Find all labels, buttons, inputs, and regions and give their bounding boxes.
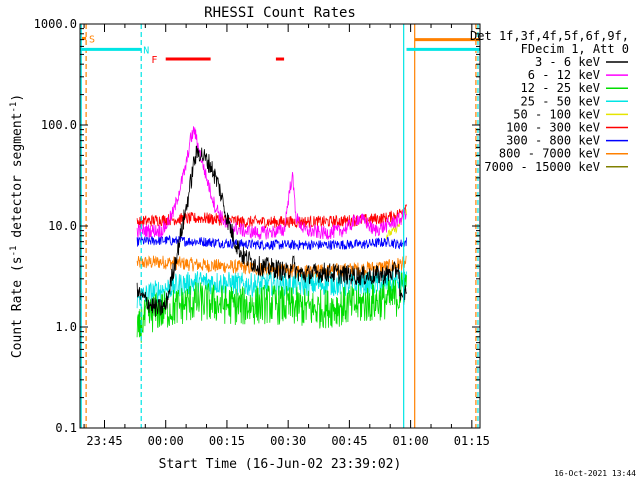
chart-title: RHESSI Count Rates xyxy=(204,5,356,21)
y-tick-label: 1.0 xyxy=(55,320,77,334)
series-line-3-6-kev xyxy=(136,145,407,317)
y-tick-label: 0.1 xyxy=(55,421,77,435)
legend-label-2: 12 - 25 keV xyxy=(521,81,600,95)
flag-label-s: S xyxy=(89,34,95,45)
flag-label-f: F xyxy=(151,55,157,66)
legend-header-detectors: Det 1f,3f,4f,5f,6f,9f, xyxy=(470,29,629,43)
x-tick-label: 00:45 xyxy=(331,434,367,448)
legend-label-8: 7000 - 15000 keV xyxy=(484,160,600,174)
axes: 1000.0 100.0 10.0 1.0 0.1 23:45 00:00 00:15 00:3… xyxy=(34,17,490,448)
y-axis-label-part-1: Count Rate (s xyxy=(10,256,25,358)
x-tick-label: 00:00 xyxy=(148,434,184,448)
x-tick-label: 00:15 xyxy=(209,434,245,448)
y-axis-label: Count Rate (s-1 detector segment-1) xyxy=(9,94,25,358)
legend-label-7: 800 - 7000 keV xyxy=(499,147,600,161)
y-tick-label: 100.0 xyxy=(41,118,77,132)
legend-header-settings: FDecim 1, Att 0 xyxy=(521,42,629,56)
legend-label-6: 300 - 800 keV xyxy=(506,134,600,148)
y-axis-label-part-2: detector segment xyxy=(10,113,25,246)
y-tick-label: 1000.0 xyxy=(34,17,77,31)
y-tick-label: 10.0 xyxy=(48,219,77,233)
legend-label-1: 6 - 12 keV xyxy=(528,68,600,82)
y-axis-label-part-3: ) xyxy=(10,94,25,102)
flag-label-n: N xyxy=(143,45,149,56)
x-tick-label: 23:45 xyxy=(86,434,122,448)
plot-area: S NF xyxy=(80,24,480,428)
x-tick-label: 01:15 xyxy=(454,434,490,448)
plot-timestamp: 16-Oct-2021 13:44 xyxy=(554,469,636,478)
y-axis-label-exponent-1: -1 xyxy=(9,246,19,257)
x-tick-label: 01:00 xyxy=(393,434,429,448)
series-line-100-300-kev xyxy=(136,204,407,229)
legend-label-3: 25 - 50 keV xyxy=(521,94,600,108)
legend-label-0: 3 - 6 keV xyxy=(535,55,600,69)
legend-label-4: 50 - 100 keV xyxy=(513,107,600,121)
x-tick-label: 00:30 xyxy=(270,434,306,448)
series-line-6-12-kev xyxy=(136,126,407,240)
series-line-300-800-kev xyxy=(136,234,407,251)
series-line-12-25-kev xyxy=(136,272,407,343)
legend-label-5: 100 - 300 keV xyxy=(506,121,600,135)
legend: Det 1f,3f,4f,5f,6f,9f, FDecim 1, Att 0 3… xyxy=(470,29,629,174)
x-axis-label: Start Time (16-Jun-02 23:39:02) xyxy=(159,457,402,472)
y-axis-label-exponent-2: -1 xyxy=(9,102,19,113)
